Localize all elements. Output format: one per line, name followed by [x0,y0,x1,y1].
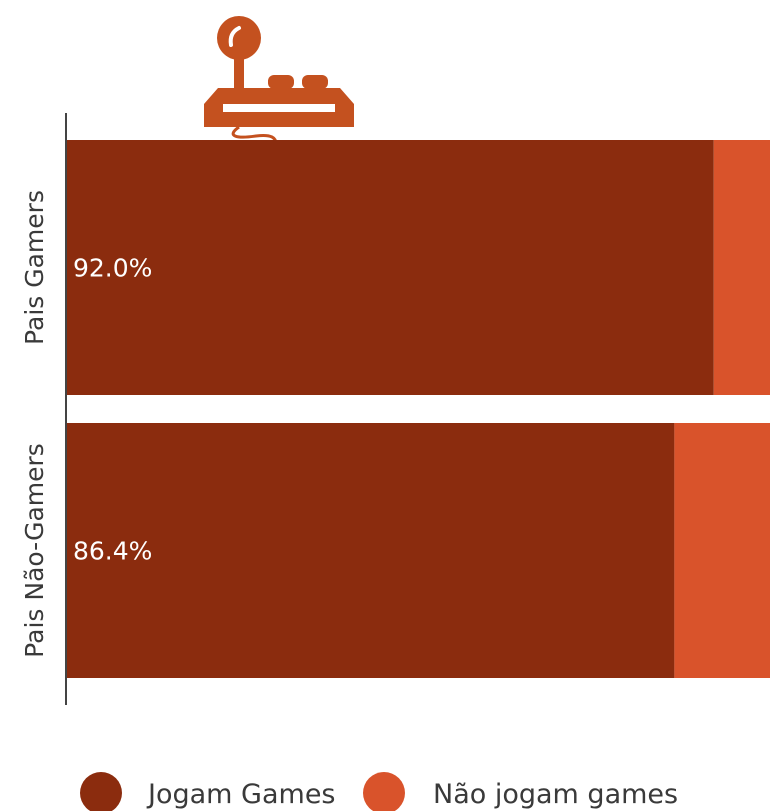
bar-jogam-1 [67,423,675,678]
joystick-icon [204,16,354,145]
legend-swatch [80,772,122,811]
legend: Jogam Games Não jogam games [80,772,678,811]
legend-label: Não jogam games [433,779,678,810]
bar-nao-jogam-1 [674,423,770,678]
legend-label: Jogam Games [146,779,336,810]
category-label: Pais Não-Gamers [20,443,49,658]
bar-jogam-0 [67,140,714,395]
bars-layer [67,140,770,678]
category-label: Pais Gamers [20,190,49,345]
value-labels: 92.0% 86.4% [73,254,152,566]
bar-nao-jogam-0 [713,140,770,395]
data-label: 92.0% [73,254,152,283]
data-label: 86.4% [73,537,152,566]
legend-swatch [363,772,405,811]
category-labels: Pais Gamers Pais Não-Gamers [20,190,49,658]
